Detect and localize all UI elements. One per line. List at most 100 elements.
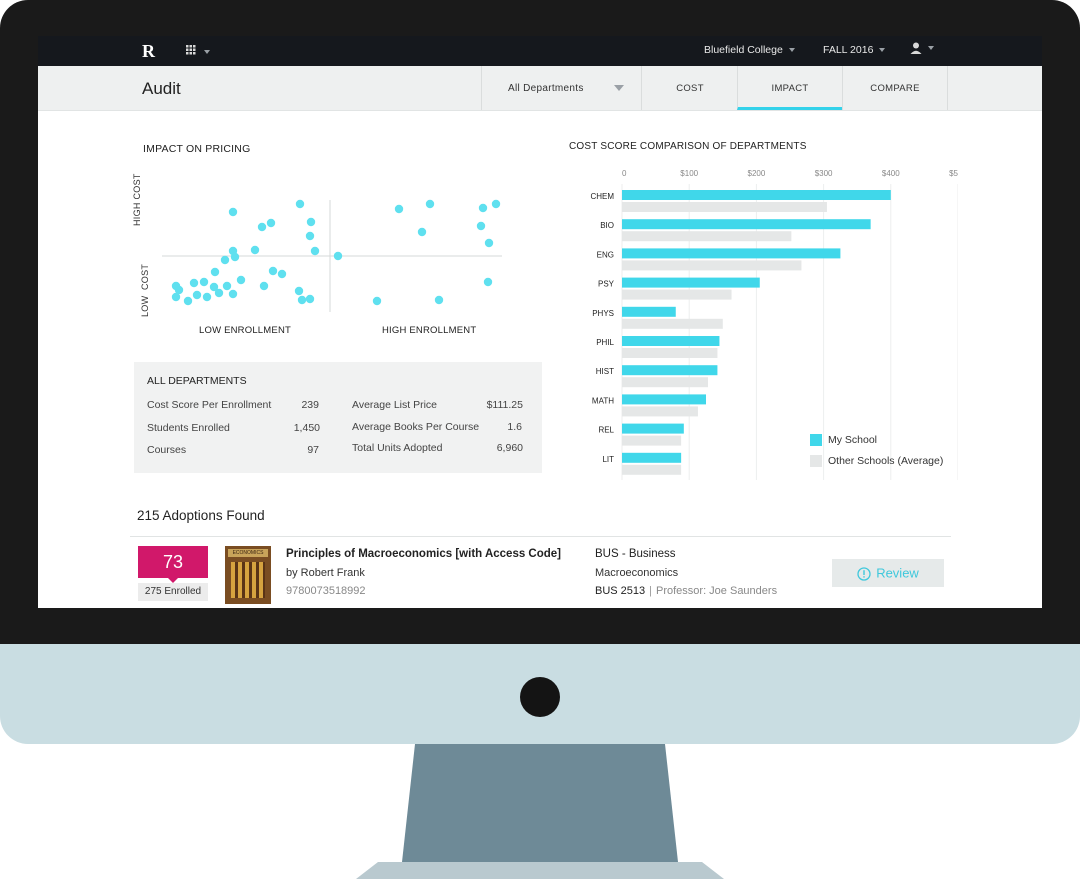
chevron-down-icon [928,46,934,51]
stat-value: 97 [307,444,319,456]
bar-my-school [622,277,760,288]
bar-my-school [622,452,682,463]
score-value: 73 [162,552,184,572]
category-label: ENG [597,250,614,259]
category-label: REL [598,426,614,435]
stat-value: 6,960 [496,442,523,454]
stats-title: ALL DEPARTMENTS [147,375,247,387]
course-code: BUS 2513 [595,585,646,597]
bar-my-school [622,423,684,434]
book-author: by Robert Frank [286,567,365,579]
category-label: MATH [592,396,614,405]
apps-grid-icon[interactable] [186,45,210,58]
tab-cost-label: COST [676,83,704,94]
x-tick-label: 0 [622,169,627,178]
x-tick-label: $300 [815,169,833,178]
scatter-point [305,231,315,241]
adoptions-count: 215 Adoptions Found [137,508,265,523]
stat-label: Average List Price [352,399,438,411]
x-tick-label: $200 [748,169,766,178]
scatter-point [257,222,267,232]
scatter-point [236,275,246,285]
stat-value: 1,450 [293,422,320,434]
scatter-point [372,296,382,306]
scatter-point [478,203,488,213]
department-select-value: All Departments [508,83,584,94]
bar-other-schools [622,377,709,388]
legend-item: Other Schools (Average) [810,455,943,476]
scatter-point [259,281,269,291]
divider [130,536,951,537]
review-button-label: Review [876,565,919,581]
scatter-point [192,290,202,300]
scatter-point [434,295,444,305]
legend-label: Other Schools (Average) [828,455,944,468]
book-isbn: 9780073518992 [286,585,366,597]
scatter-point [295,199,305,209]
bar-other-schools [622,202,827,212]
category-label: PHIL [596,338,614,347]
alert-circle-icon [857,566,871,581]
legend-item: My School [810,434,943,455]
x-tick-label: $400 [882,169,900,178]
scatter-point [297,295,307,305]
department-select[interactable]: All Departments [481,66,641,110]
enrolled-label: 275 Enrolled [138,583,208,601]
bar-my-school [622,394,706,405]
y-axis-high-label: HIGH COST [132,173,142,226]
scatter-point [483,277,493,287]
scatter-point [222,281,232,291]
review-button[interactable]: Review [832,559,944,587]
college-selector[interactable]: Bluefield College [704,44,795,56]
tab-compare[interactable]: COMPARE [842,66,948,110]
bar-my-school [622,336,720,346]
bar-other-schools [622,289,732,300]
book-cover-title: ECONOMICS [228,549,268,557]
term-selector[interactable]: FALL 2016 [823,44,886,56]
stat-value: $111.25 [486,399,523,411]
stat-label: Students Enrolled [147,422,230,434]
stat-label: Total Units Adopted [352,442,443,454]
scatter-point [174,285,184,295]
tab-impact[interactable]: IMPACT [737,66,842,110]
scatter-point [220,255,230,265]
bar-other-schools [622,464,682,475]
scatter-point [305,294,315,304]
tab-compare-label: COMPARE [870,83,920,94]
user-menu[interactable] [910,42,934,55]
app-logo[interactable]: R [142,41,155,61]
app-screen: R Bluefield College FALL 2016 Audit [38,36,1042,608]
course-professor: Professor: Joe Saunders [656,585,778,597]
adoption-row[interactable]: 73 275 Enrolled ECONOMICS Principles of … [38,537,1042,608]
scatter-point [202,292,212,302]
scatter-point [230,252,240,262]
chart-legend: My School Other Schools (Average) [810,434,943,476]
category-label: CHEM [590,192,614,201]
tab-impact-label: IMPACT [771,83,809,94]
scatter-point [266,218,276,228]
scatter-point [294,286,304,296]
book-cover-image: ECONOMICS [225,546,271,604]
scatter-point [425,199,435,209]
scatter-point [228,207,238,217]
tab-cost[interactable]: COST [641,66,738,110]
bar-other-schools [622,318,723,329]
x-tick-label: $500 [949,169,958,178]
category-label: HIST [596,367,614,376]
x-axis-high-label: HIGH ENROLLMENT [382,325,477,336]
term-name: FALL 2016 [823,44,874,56]
top-nav-bar: R Bluefield College FALL 2016 [38,36,1042,66]
scatter-point [394,204,404,214]
enrolled-count: 275 Enrolled [144,586,202,597]
category-label: PHYS [592,309,614,318]
score-badge: 73 [138,546,208,578]
department-stats-panel: ALL DEPARTMENTS Cost Score Per Enrollmen… [134,362,542,473]
x-axis-low-label: LOW ENROLLMENT [199,325,292,336]
course-department: BUS - Business [595,548,676,560]
stat-label: Average Books Per Course [352,421,480,433]
bar-my-school [622,219,871,230]
page-header: Audit All Departments COST IMPACT COMPAR… [38,66,1042,111]
bar-my-school [622,306,676,317]
book-title[interactable]: Principles of Macroeconomics [with Acces… [286,548,562,560]
score-badge-pointer [168,578,178,583]
